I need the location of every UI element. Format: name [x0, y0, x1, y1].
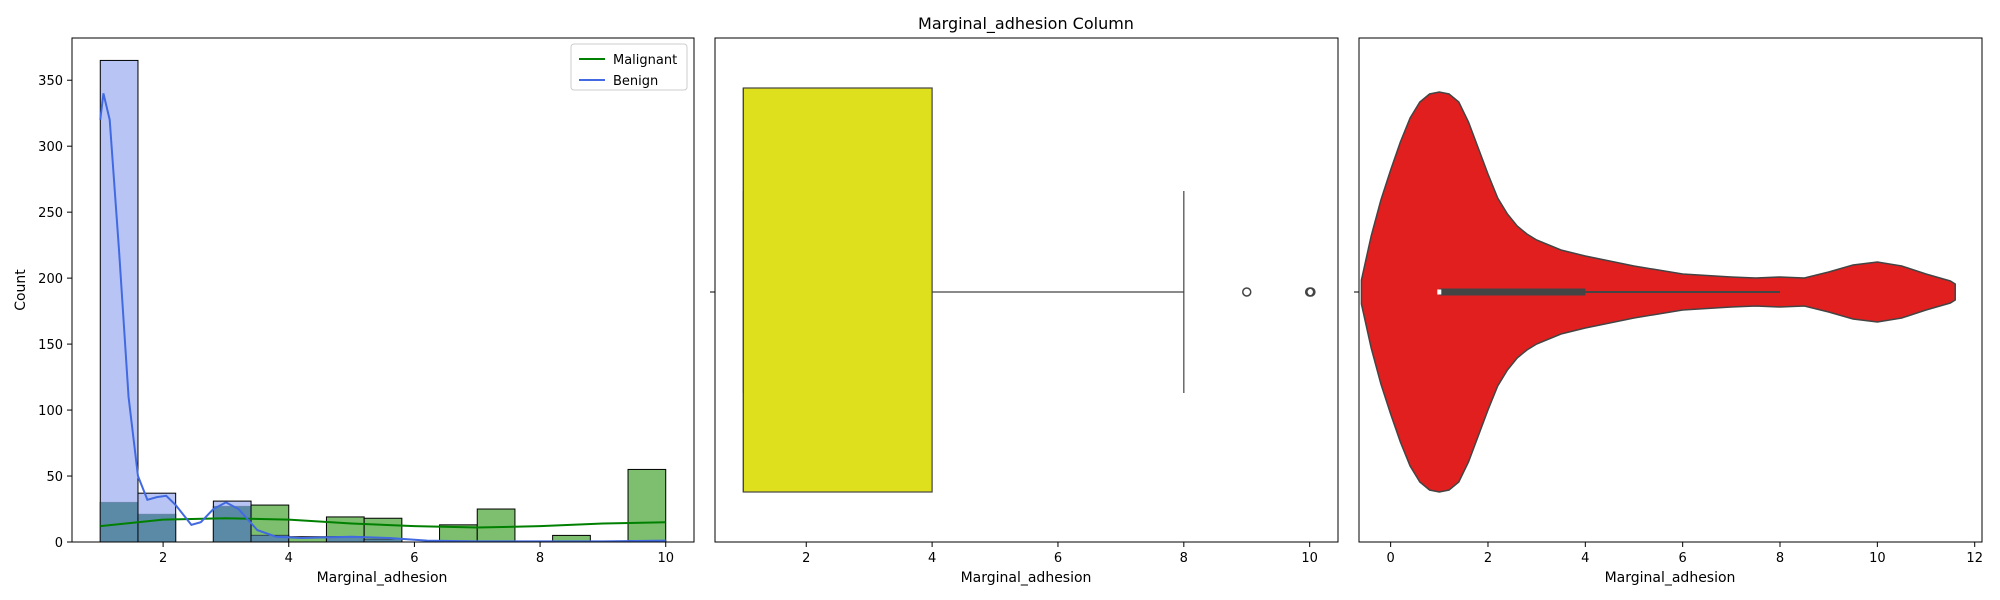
boxplot-x-tick-label: 2 — [802, 551, 810, 566]
overlap-bar — [251, 535, 289, 542]
box-outlier — [1306, 287, 1316, 297]
boxplot-x-tick-label: 4 — [928, 551, 936, 566]
violin-frame — [1358, 37, 1983, 543]
malignant-bar — [627, 468, 667, 543]
histogram-x-tick-label: 4 — [285, 551, 293, 566]
violin-x-tick-label: 8 — [1776, 551, 1784, 566]
boxplot-x-tick-label: 6 — [1054, 551, 1062, 566]
histogram-x-tick-label: 2 — [159, 551, 167, 566]
histogram-y-tick-label: 150 — [38, 338, 63, 353]
violin-x-tick-label: 6 — [1679, 551, 1687, 566]
histogram-legend: Malignant Benign — [570, 43, 688, 91]
boxplot-panel: Marginal_adhesion 2 4 6 8 10 — [710, 37, 1339, 586]
legend-box — [570, 43, 688, 91]
histogram-y-tick-label: 200 — [38, 272, 63, 287]
legend-label-malignant: Malignant — [613, 53, 677, 68]
histogram-bars — [99, 59, 667, 543]
legend-label-benign: Benign — [613, 74, 658, 89]
histogram-x-axis-label: Marginal_adhesion — [317, 570, 448, 586]
histogram-x-tick-label: 10 — [657, 551, 674, 566]
violin-x-axis-label: Marginal_adhesion — [1605, 570, 1736, 586]
overlap-bar — [213, 506, 251, 542]
violin-iqr-box — [1439, 288, 1586, 296]
overlap-bar — [364, 539, 402, 542]
boxplot-frame — [714, 37, 1339, 543]
histogram-y-tick-label: 250 — [38, 206, 63, 221]
benign-kde-line — [99, 93, 666, 543]
histogram-y-tick-label: 300 — [38, 140, 63, 155]
violin-x-tick-label: 12 — [1966, 551, 1983, 566]
box-outlier — [1242, 287, 1252, 297]
histogram-y-tick-label: 50 — [46, 470, 63, 485]
violin-x-tick-label: 0 — [1386, 551, 1394, 566]
violin-x-tick-label: 2 — [1484, 551, 1492, 566]
histogram-y-tick-label: 100 — [38, 404, 63, 419]
violin-panel: Marginal_adhesion 0 2 4 6 8 10 12 — [1354, 37, 1983, 586]
violin-x-tick-label: 10 — [1869, 551, 1886, 566]
histogram-y-tick-label: 0 — [55, 536, 63, 551]
histogram-y-axis-label: Count — [13, 269, 29, 311]
histogram-y-tick-label: 350 — [38, 74, 63, 89]
overlap-bar — [326, 536, 364, 542]
figure-title: Marginal_adhesion Column — [918, 14, 1134, 34]
boxplot-x-tick-label: 10 — [1301, 551, 1318, 566]
violin-x-tick-label: 4 — [1581, 551, 1589, 566]
malignant-bar — [476, 508, 516, 543]
boxplot-x-axis-label: Marginal_adhesion — [961, 570, 1092, 586]
benign-bar — [99, 59, 139, 543]
violin-median-marker — [1437, 289, 1442, 295]
box-iqr — [742, 87, 933, 493]
histogram-x-tick-label: 6 — [410, 551, 418, 566]
histogram-panel: Count Marginal_adhesion 2 4 6 8 100501001502… — [13, 37, 695, 586]
boxplot-x-tick-label: 8 — [1180, 551, 1188, 566]
histogram-x-tick-label: 8 — [536, 551, 544, 566]
malignant-kde-line — [100, 517, 666, 529]
histogram-frame — [71, 37, 695, 543]
